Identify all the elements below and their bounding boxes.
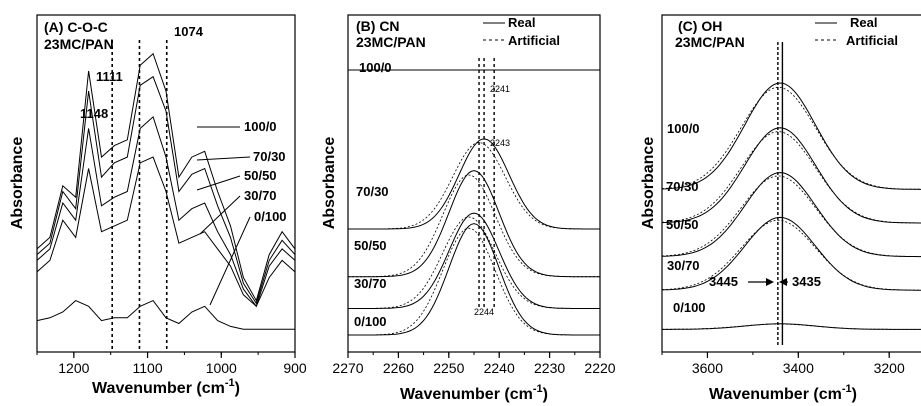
panel-a-peak-label-1074: 1074 xyxy=(174,24,204,39)
series-label-70-30: 70/30 xyxy=(666,179,699,194)
panel-a-peak-label-1111: 1111 xyxy=(96,69,123,84)
panel-c-curves xyxy=(661,42,921,345)
series-label-30-70: 30/70 xyxy=(667,258,700,273)
series-label-30-70: 30/70 xyxy=(354,276,387,291)
x-tick-label: 1000 xyxy=(206,360,237,376)
series-label-100-0: 100/0 xyxy=(667,121,700,136)
panel-a-frame xyxy=(36,14,296,353)
series-line-artificial xyxy=(348,216,600,309)
series-line-artificial xyxy=(661,323,921,330)
series-label-100-0: 100/0 xyxy=(244,119,277,134)
series-line xyxy=(36,52,296,302)
panel-a-ylabel: Absorbance xyxy=(9,137,26,230)
panel-a-subtitle: 23MC/PAN xyxy=(44,36,114,52)
panel-a-peak-label-1148: 1148 xyxy=(80,106,108,121)
panel-b-peak-2244: 2244 xyxy=(474,307,494,317)
panel-b-xlabel: Wavenumber (cm-1) xyxy=(400,383,548,403)
arrow-70-30 xyxy=(196,156,251,161)
series-line-artificial xyxy=(348,174,600,278)
panel-b-series-labels: 100/0 70/30 50/50 30/70 0/100 xyxy=(354,60,392,329)
legend-real-text: Real xyxy=(508,15,535,30)
series-line-artificial xyxy=(661,86,921,190)
panel-c-x-ticks: 3600 3400 3200 xyxy=(661,352,905,376)
panel-c-xlabel: Wavenumber (cm-1) xyxy=(709,383,857,403)
panel-c-ylabel: Absorbance xyxy=(640,137,657,230)
x-tick-label: 1200 xyxy=(58,360,89,376)
panel-a-curves xyxy=(36,40,296,350)
panel-a-x-ticks: 1200 1100 1000 900 xyxy=(36,352,307,376)
x-tick-label: 3600 xyxy=(692,360,723,376)
legend-artificial-text: Artificial xyxy=(508,33,560,48)
arrow-0-100 xyxy=(209,216,251,306)
panel-b-xlabel-main: Wavenumber (cm xyxy=(400,386,533,403)
panel-c-series-labels: 100/0 70/30 50/50 30/70 0/100 xyxy=(666,121,706,315)
panel-b-xlabel-close: ) xyxy=(543,386,548,403)
panel-c-subtitle: 23MC/PAN xyxy=(675,34,745,50)
panel-c-xlabel-close: ) xyxy=(852,386,857,403)
panel-a-xlabel-main: Wavenumber (cm xyxy=(92,380,225,397)
legend-real-text: Real xyxy=(850,15,877,30)
x-tick-label: 2270 xyxy=(332,360,363,376)
panel-c-xlabel-sup: -1 xyxy=(842,383,852,395)
series-line-real xyxy=(348,212,600,309)
series-line-real xyxy=(661,172,921,258)
series-label-50-50: 50/50 xyxy=(666,217,699,232)
panel-b-peak-2241: 2241 xyxy=(490,84,510,94)
series-line-real xyxy=(661,82,921,190)
series-line-artificial xyxy=(348,142,600,230)
panel-c-peak-3445: 3445 xyxy=(709,274,738,289)
panel-a-label-arrows xyxy=(196,126,251,306)
series-line-artificial xyxy=(661,175,921,257)
panel-c: 3600 3400 3200 (C) OH 23MC/PAN Real Artifi… xyxy=(640,14,921,403)
x-tick-label: 3400 xyxy=(783,360,814,376)
panel-b-ylabel: Absorbance xyxy=(321,137,338,230)
series-line xyxy=(36,75,296,305)
panel-b-curves xyxy=(348,58,600,336)
panel-c-frame xyxy=(661,14,921,353)
series-label-30-70: 30/70 xyxy=(244,188,277,203)
x-tick-label: 2220 xyxy=(584,360,615,376)
series-label-100-0: 100/0 xyxy=(359,60,392,75)
series-label-0-100: 0/100 xyxy=(254,209,287,224)
panel-b-peak-2243: 2243 xyxy=(490,138,510,148)
panel-b-xlabel-sup: -1 xyxy=(533,383,543,395)
arrow-50-50 xyxy=(196,175,241,191)
x-tick-label: 900 xyxy=(283,360,307,376)
series-label-0-100: 0/100 xyxy=(354,314,387,329)
panel-a-xlabel: Wavenumber (cm-1) xyxy=(92,377,240,397)
panel-c-label: (C) OH xyxy=(678,18,722,34)
panel-a-series-labels: 100/0 70/30 50/50 30/70 0/100 xyxy=(244,119,287,224)
x-tick-label: 3200 xyxy=(874,360,905,376)
panel-b-x-ticks: 2270 2260 2250 2240 2230 2220 xyxy=(332,352,616,376)
x-tick-label: 1100 xyxy=(133,360,163,376)
series-line-real xyxy=(661,127,921,224)
panel-b: 2270 2260 2250 2240 2230 2220 (B) CN 23MC/PAN… xyxy=(321,14,616,403)
series-label-50-50: 50/50 xyxy=(354,238,387,253)
x-tick-label: 2260 xyxy=(383,360,414,376)
series-label-0-100: 0/100 xyxy=(673,300,706,315)
x-tick-label: 2230 xyxy=(534,360,565,376)
legend-artificial-text: Artificial xyxy=(846,33,898,48)
series-label-70-30: 70/30 xyxy=(253,149,286,164)
series-line-artificial xyxy=(348,227,600,336)
series-label-70-30: 70/30 xyxy=(356,184,389,199)
panel-b-subtitle: 23MC/PAN xyxy=(356,34,426,50)
x-tick-label: 2250 xyxy=(433,360,464,376)
series-line-artificial xyxy=(661,219,921,291)
panel-c-xlabel-main: Wavenumber (cm xyxy=(709,386,842,403)
arrowhead-3445 xyxy=(766,278,774,286)
arrow-30-70 xyxy=(199,195,241,235)
arrowhead-3435 xyxy=(779,278,787,286)
series-label-50-50: 50/50 xyxy=(244,168,277,183)
series-line xyxy=(36,116,296,308)
panel-a-xlabel-close: ) xyxy=(235,380,240,397)
series-line-artificial xyxy=(661,131,921,224)
panel-b-label: (B) CN xyxy=(356,18,400,34)
x-tick-label: 2240 xyxy=(484,360,515,376)
panel-a: 1200 1100 1000 900 (A) C-O-C 23MC/PAN Absor… xyxy=(9,14,307,397)
panel-a-xlabel-sup: -1 xyxy=(225,377,235,389)
panel-c-peak-3435: 3435 xyxy=(792,274,821,289)
panel-a-label: (A) C-O-C xyxy=(44,19,108,35)
